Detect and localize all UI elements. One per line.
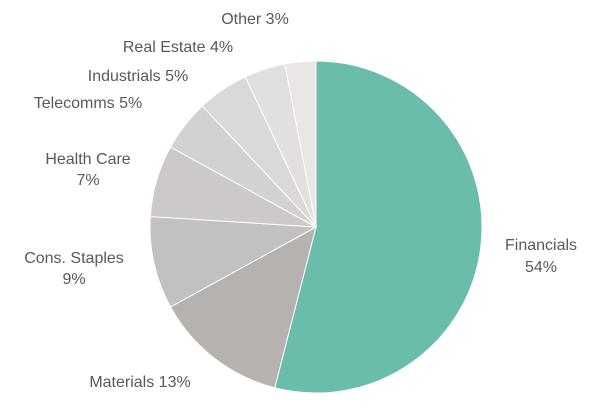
- pie-slice-cons-staples: [149, 216, 318, 308]
- pie-slice-other: [284, 60, 317, 228]
- pie-label-line: 9%: [62, 271, 85, 288]
- pie-label-line: Telecomms 5%: [34, 95, 142, 112]
- pie-label-materials: Materials 13%: [89, 374, 190, 391]
- pie-slice-materials: [169, 226, 317, 389]
- pie-label-line: Industrials 5%: [88, 68, 189, 85]
- pie-label-line: Materials 13%: [89, 374, 190, 391]
- pie-label-telecomms: Telecomms 5%: [34, 95, 142, 112]
- pie-label-real-estate: Real Estate 4%: [123, 39, 233, 56]
- pie-label-line: Financials: [505, 237, 577, 254]
- pie-label-financials: Financials 54%: [505, 237, 577, 276]
- pie-label-line: Health Care: [45, 151, 130, 168]
- pie-labels: Financials 54% Materials 13% Cons. Staples 9…: [24, 11, 577, 391]
- pie-label-cons-staples: Cons. Staples 9%: [24, 250, 124, 288]
- pie-slices: [149, 60, 483, 394]
- pie-label-health-care: Health Care 7%: [45, 151, 130, 189]
- pie-label-line: Other 3%: [221, 11, 289, 28]
- pie-label-line: Real Estate 4%: [123, 39, 233, 56]
- pie-label-other: Other 3%: [221, 11, 289, 28]
- pie-label-industrials: Industrials 5%: [88, 68, 189, 85]
- pie-label-line: 7%: [76, 172, 99, 189]
- pie-label-line: 54%: [525, 259, 557, 276]
- pie-slice-financials: [274, 60, 483, 394]
- pie-label-line: Cons. Staples: [24, 250, 124, 267]
